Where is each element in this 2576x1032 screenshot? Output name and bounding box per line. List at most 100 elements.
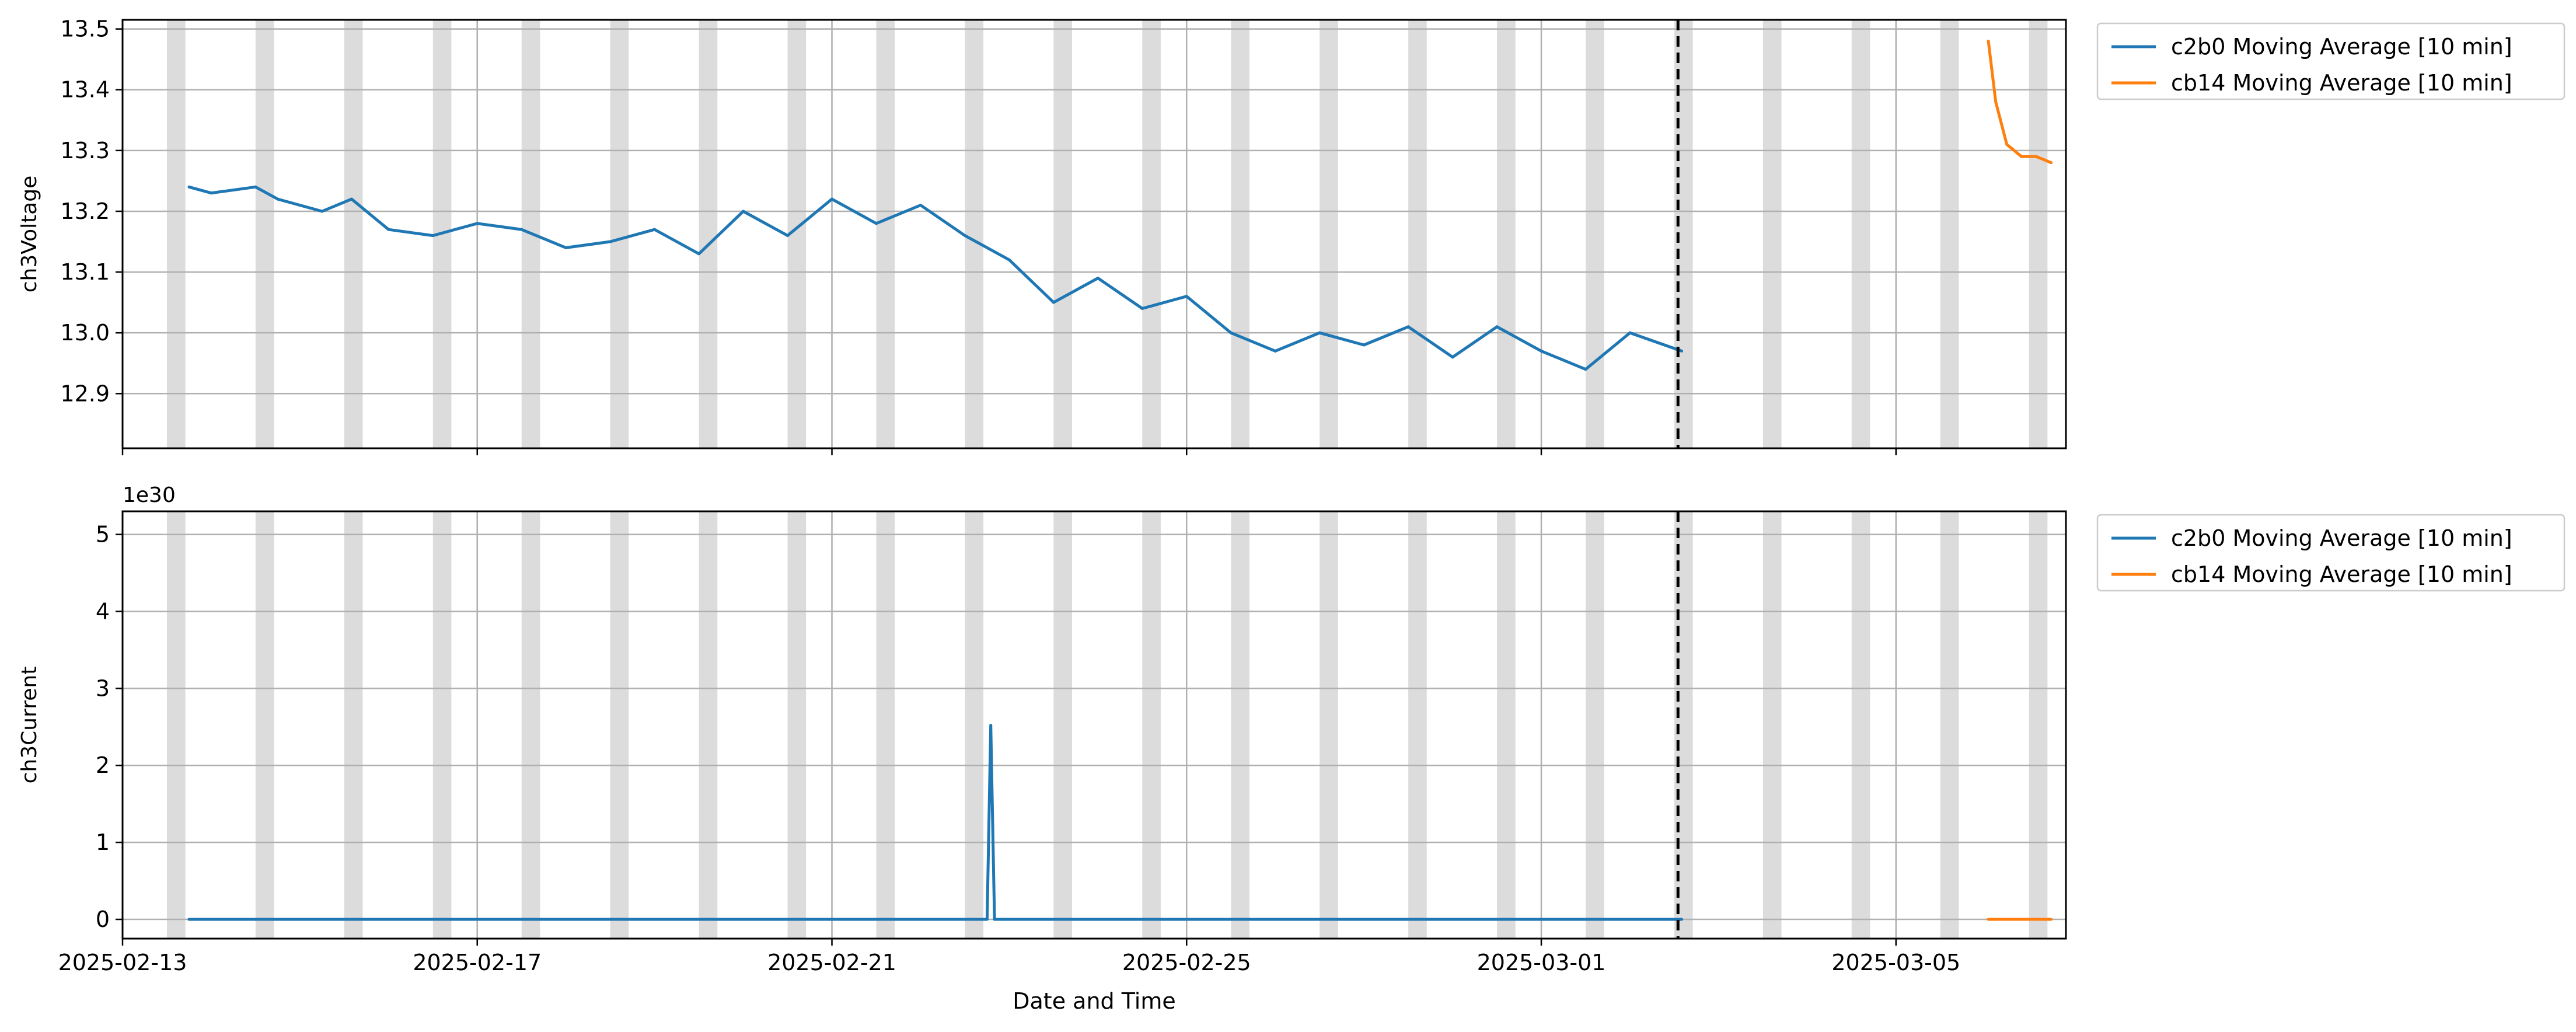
data-point [1406, 325, 1410, 329]
data-point [1987, 918, 1990, 921]
y-tick-label: 3 [96, 675, 110, 701]
series-line-c2b0 [189, 185, 1683, 371]
data-point [1680, 918, 1684, 921]
x-tick-label: 2025-02-21 [767, 950, 896, 975]
y-axis-label: ch3Voltage [18, 176, 41, 293]
y-tick-label: 13.1 [60, 259, 110, 285]
data-point [919, 204, 922, 207]
x-tick-label: 2025-03-01 [1477, 950, 1606, 975]
data-point [985, 918, 989, 921]
data-point [830, 197, 834, 201]
data-point [350, 197, 354, 201]
data-point [874, 222, 878, 225]
shade-band [965, 511, 984, 939]
shade-band [432, 511, 452, 939]
shade-band [610, 20, 629, 448]
y-scale-multiplier: 1e30 [123, 483, 176, 507]
legend-label-cb14: cb14 Moving Average [10 min] [2171, 70, 2512, 96]
data-point [2005, 142, 2009, 146]
shade-band [255, 20, 274, 448]
data-point [187, 918, 191, 921]
data-point [1318, 331, 1321, 334]
shade-band [1940, 20, 1959, 448]
shade-band [876, 20, 895, 448]
data-point [1584, 368, 1587, 371]
shade-band [610, 511, 629, 939]
series-layer [187, 39, 2053, 371]
voltage-panel: 12.913.013.113.213.313.413.5 ch3Voltage … [18, 16, 2565, 455]
shade-band [1053, 511, 1073, 939]
data-point [1140, 307, 1144, 311]
legend-label-c2b0: c2b0 Moving Average [10 min] [2171, 34, 2512, 60]
shade-band [1585, 20, 1604, 448]
legend: c2b0 Moving Average [10 min] cb14 Moving… [2096, 514, 2565, 592]
shade-band [1497, 20, 1516, 448]
shade-band [344, 511, 363, 939]
data-point [1994, 100, 1998, 104]
shade-band [787, 511, 807, 939]
data-point [1007, 258, 1011, 262]
shade-band [166, 511, 186, 939]
shade-band [1762, 20, 1782, 448]
y-tick-label: 2 [96, 752, 110, 778]
shade-band [1762, 511, 1782, 939]
y-tick-label: 0 [96, 907, 110, 932]
data-point [1495, 325, 1499, 329]
y-tick-label: 13.3 [60, 138, 110, 163]
x-tick-label: 2025-02-13 [58, 950, 187, 975]
legend-label-cb14: cb14 Moving Average [10 min] [2171, 562, 2512, 587]
x-axis-ticks [121, 448, 1897, 455]
shade-band [699, 511, 718, 939]
series-line-c2b0 [189, 724, 1682, 921]
legend-box [2096, 514, 2565, 592]
legend: c2b0 Moving Average [10 min] cb14 Moving… [2096, 22, 2565, 100]
data-point [1229, 331, 1233, 334]
y-tick-label: 13.5 [60, 16, 110, 42]
data-point [963, 234, 966, 238]
data-point [210, 191, 213, 195]
data-point [1273, 349, 1277, 353]
shade-band [521, 511, 540, 939]
data-point [609, 240, 612, 243]
data-point [786, 234, 790, 238]
y-axis-label: ch3Current [18, 667, 41, 784]
data-point [2020, 155, 2023, 158]
axes-frame [121, 510, 2067, 940]
data-point [2034, 155, 2038, 158]
series-line-cb14 [1987, 41, 2052, 165]
axes-frame [121, 19, 2067, 449]
data-point [520, 228, 523, 231]
data-point [1052, 301, 1055, 304]
y-axis-ticks: 12.9 13.0 13.1 13.2 13.3 13.4 13.5 [60, 16, 123, 406]
grid-lines [121, 20, 2066, 448]
x-axis-ticks: 2025-02-13 2025-02-17 2025-02-21 2025-02-25… [58, 939, 1960, 975]
shade-band [2029, 511, 2048, 939]
data-point [1096, 276, 1099, 280]
data-point [431, 234, 435, 238]
data-point [697, 252, 701, 256]
shade-band [876, 511, 895, 939]
shade-band [1497, 511, 1516, 939]
shade-band [1320, 20, 1338, 448]
data-point [2050, 161, 2053, 165]
y-tick-label: 13.4 [60, 77, 110, 103]
data-point [276, 197, 280, 201]
data-point [1680, 349, 1684, 353]
shade-band [1231, 511, 1249, 939]
data-point [1540, 349, 1543, 353]
shade-band [1851, 20, 1870, 448]
y-tick-label: 12.9 [60, 381, 110, 406]
shade-band [1940, 511, 1959, 939]
shade-band [1142, 20, 1161, 448]
y-tick-label: 4 [96, 598, 110, 624]
y-tick-label: 13.0 [60, 320, 110, 346]
data-point [320, 210, 324, 213]
data-point [653, 228, 657, 231]
x-tick-label: 2025-02-17 [413, 950, 542, 975]
data-point [1451, 355, 1454, 359]
shade-band [699, 20, 718, 448]
data-point [2050, 918, 2053, 921]
shade-band [1851, 511, 1870, 939]
